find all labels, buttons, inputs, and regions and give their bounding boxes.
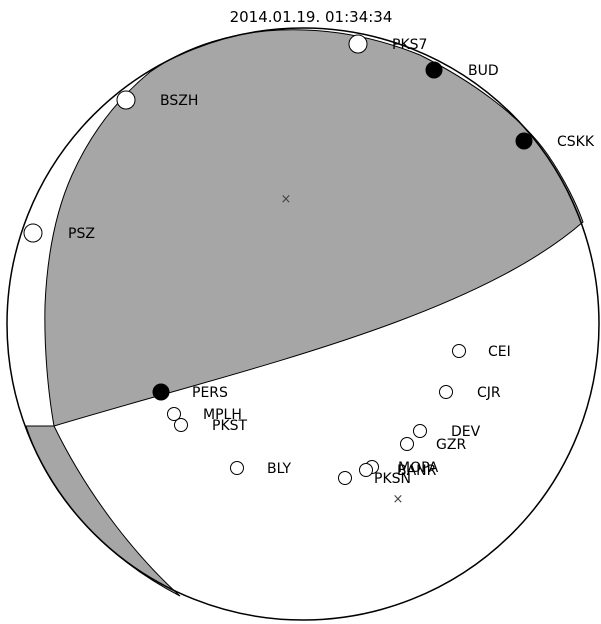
compression-marker <box>425 61 443 79</box>
station-gzr: GZR <box>400 437 466 453</box>
station-label: BSZH <box>160 93 198 109</box>
station-label: CEI <box>488 344 511 360</box>
station-label: PKST <box>212 418 248 434</box>
dilatation-marker <box>174 418 188 432</box>
dilatation-marker <box>413 424 427 438</box>
dilatation-marker <box>338 471 352 485</box>
station-label: GZR <box>436 437 466 453</box>
compression-marker <box>152 383 170 401</box>
station-pers: PERS <box>152 383 228 401</box>
station-label: PSZ <box>68 226 95 242</box>
station-label: MPLH <box>203 407 242 423</box>
station-dev: DEV <box>413 424 481 440</box>
station-pksn: PKSN <box>338 471 411 487</box>
station-label: CJR <box>477 385 501 401</box>
dilatation-marker <box>230 461 244 475</box>
dilatation-marker <box>400 437 414 451</box>
station-pkst: PKST <box>174 418 248 434</box>
dilatation-marker <box>23 223 43 243</box>
compression-marker <box>515 132 533 150</box>
focal-sphere-outline <box>6 27 600 621</box>
dilatation-marker <box>452 344 466 358</box>
dilatation-marker <box>439 385 453 399</box>
station-label: PKS7 <box>392 37 427 53</box>
station-label: BANR <box>397 463 437 479</box>
station-cskk: CSKK <box>515 132 595 150</box>
station-label: DEV <box>451 424 481 440</box>
station-label: BLY <box>267 461 292 477</box>
station-cjr: CJR <box>439 385 501 401</box>
axes-layer: ×× <box>281 192 404 507</box>
t-axis-marker: × <box>393 492 404 507</box>
station-bszh: BSZH <box>116 90 198 110</box>
station-label: BUD <box>468 63 499 79</box>
station-label: PERS <box>192 385 228 401</box>
dilatation-marker <box>348 34 368 54</box>
station-cei: CEI <box>452 344 511 360</box>
dilatation-marker <box>359 463 373 477</box>
station-label: MOPA <box>398 460 439 476</box>
station-pks7: PKS7 <box>348 34 427 54</box>
compression-quadrant <box>44 29 584 427</box>
station-label: CSKK <box>557 134 595 150</box>
station-banr: BANR <box>359 463 437 479</box>
dilatation-marker <box>116 90 136 110</box>
diagram-title: 2014.01.19. 01:34:34 <box>230 8 393 26</box>
station-bly: BLY <box>230 461 292 477</box>
station-mplh: MPLH <box>167 407 242 423</box>
station-psz: PSZ <box>23 223 95 243</box>
station-bud: BUD <box>425 61 499 79</box>
station-label: PKSN <box>374 471 411 487</box>
p-axis-marker: × <box>281 192 292 207</box>
beachball: ×× <box>6 27 600 621</box>
dilatation-marker <box>167 407 181 421</box>
